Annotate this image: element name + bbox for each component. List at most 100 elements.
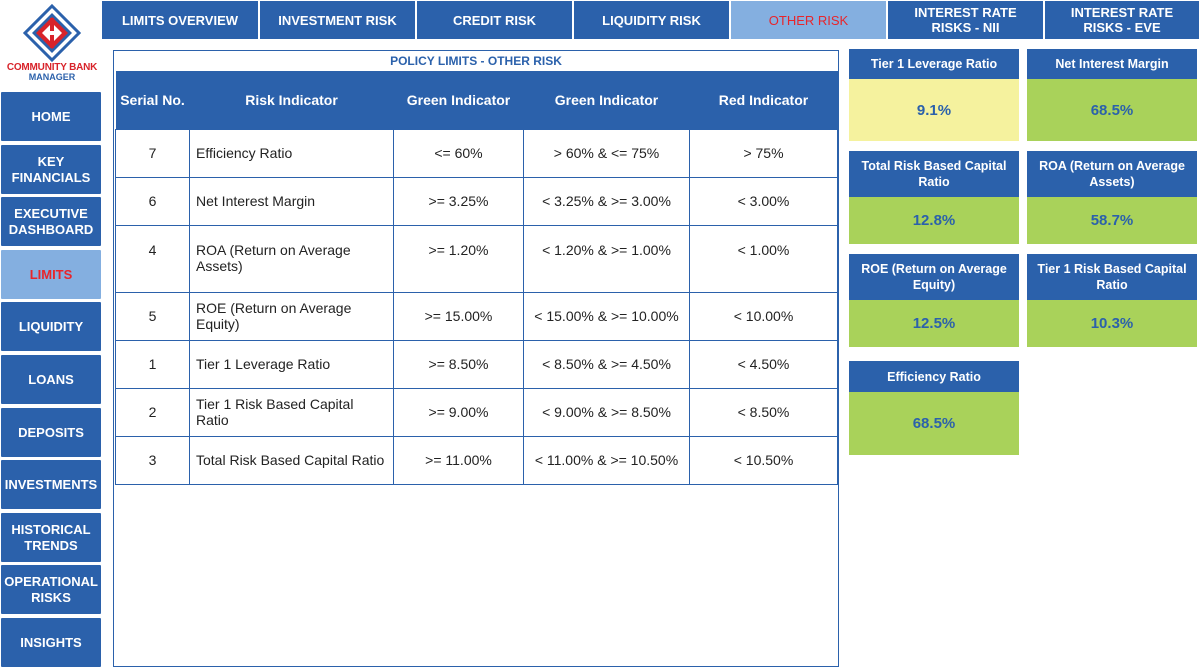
cell-green: <= 60%	[393, 128, 524, 178]
table-row: 4 ROA (Return on Average Assets) >= 1.20…	[115, 224, 838, 293]
sidebar-item-executive-dashboard[interactable]: EXECUTIVE DASHBOARD	[1, 197, 101, 246]
cell-red: < 8.50%	[689, 387, 838, 437]
tab-interest-rate-risks-nii[interactable]: INTEREST RATE RISKS - NII	[888, 1, 1043, 39]
sidebar-item-home[interactable]: HOME	[1, 92, 101, 141]
sidebar-item-label: LIQUIDITY	[18, 318, 84, 334]
tab-label: OTHER RISK	[768, 12, 849, 28]
tab-investment-risk[interactable]: INVESTMENT RISK	[260, 1, 415, 39]
table-row: 7 Efficiency Ratio <= 60% > 60% & <= 75%…	[115, 128, 838, 178]
cell-indicator: Efficiency Ratio	[189, 128, 394, 178]
cell-green: >= 9.00%	[393, 387, 524, 437]
cell-green: >= 8.50%	[393, 339, 524, 389]
logo-line1: COMMUNITY BANK	[6, 62, 98, 73]
table-row: 5 ROE (Return on Average Equity) >= 15.0…	[115, 291, 838, 341]
sidebar-item-label: INVESTMENTS	[4, 476, 98, 492]
tab-label: LIMITS OVERVIEW	[121, 12, 239, 28]
header-risk-indicator: Risk Indicator	[189, 71, 394, 129]
sidebar-item-label: DEPOSITS	[18, 424, 84, 440]
card-value: 58.7%	[1027, 197, 1197, 244]
table-row: 2 Tier 1 Risk Based Capital Ratio >= 9.0…	[115, 387, 838, 437]
cell-green-2: < 9.00% & >= 8.50%	[523, 387, 690, 437]
cell-green-2: < 11.00% & >= 10.50%	[523, 435, 690, 485]
cell-green: >= 1.20%	[393, 224, 524, 293]
cell-red: < 10.00%	[689, 291, 838, 341]
card-roa[interactable]: ROA (Return on Average Assets) 58.7%	[1027, 151, 1197, 244]
sidebar-item-insights[interactable]: INSIGHTS	[1, 618, 101, 667]
card-value: 10.3%	[1027, 300, 1197, 347]
cell-red: > 75%	[689, 128, 838, 178]
cell-indicator: Tier 1 Risk Based Capital Ratio	[189, 387, 394, 437]
card-title: ROE (Return on Average Equity)	[849, 254, 1019, 300]
cell-indicator: Net Interest Margin	[189, 176, 394, 226]
cell-serial: 2	[115, 387, 190, 437]
sidebar-item-loans[interactable]: LOANS	[1, 355, 101, 404]
cell-indicator: Total Risk Based Capital Ratio	[189, 435, 394, 485]
cell-indicator: Tier 1 Leverage Ratio	[189, 339, 394, 389]
card-title: Total Risk Based Capital Ratio	[849, 151, 1019, 197]
header-green-indicator: Green Indicator	[393, 71, 524, 129]
cell-serial: 7	[115, 128, 190, 178]
tab-interest-rate-risks-eve[interactable]: INTEREST RATE RISKS - EVE	[1045, 1, 1199, 39]
logo-line2: MANAGER	[28, 72, 76, 82]
cell-indicator: ROE (Return on Average Equity)	[189, 291, 394, 341]
card-title: Net Interest Margin	[1027, 49, 1197, 79]
sidebar-item-deposits[interactable]: DEPOSITS	[1, 408, 101, 457]
sidebar-item-label: OPERATIONAL RISKS	[4, 573, 98, 605]
card-efficiency-ratio[interactable]: Efficiency Ratio 68.5%	[849, 361, 1019, 455]
table-row: 1 Tier 1 Leverage Ratio >= 8.50% < 8.50%…	[115, 339, 838, 389]
policy-limits-table: Serial No. Risk Indicator Green Indicato…	[115, 71, 838, 485]
tab-label: LIQUIDITY RISK	[602, 12, 701, 28]
tab-credit-risk[interactable]: CREDIT RISK	[417, 1, 572, 39]
cell-green-2: < 3.25% & >= 3.00%	[523, 176, 690, 226]
policy-limits-panel: POLICY LIMITS - OTHER RISK Serial No. Ri…	[113, 50, 839, 667]
card-title: Efficiency Ratio	[849, 361, 1019, 392]
card-title: Tier 1 Leverage Ratio	[849, 49, 1019, 79]
card-title: ROA (Return on Average Assets)	[1027, 151, 1197, 197]
cell-red: < 1.00%	[689, 224, 838, 293]
header-serial-no: Serial No.	[115, 71, 190, 129]
cell-red: < 4.50%	[689, 339, 838, 389]
card-total-risk-based-capital-ratio[interactable]: Total Risk Based Capital Ratio 12.8%	[849, 151, 1019, 244]
bank-logo-icon	[23, 4, 81, 62]
cell-red: < 10.50%	[689, 435, 838, 485]
sidebar-item-limits[interactable]: LIMITS	[1, 250, 101, 299]
cell-green-2: < 8.50% & >= 4.50%	[523, 339, 690, 389]
cell-green: >= 15.00%	[393, 291, 524, 341]
sidebar-item-label: HOME	[31, 108, 71, 124]
sidebar-item-label: LOANS	[28, 371, 74, 387]
tab-limits-overview[interactable]: LIMITS OVERVIEW	[102, 1, 258, 39]
cell-green-2: < 15.00% & >= 10.00%	[523, 291, 690, 341]
table-header-row: Serial No. Risk Indicator Green Indicato…	[115, 71, 838, 129]
sidebar-item-operational-risks[interactable]: OPERATIONAL RISKS	[1, 565, 101, 614]
sidebar-item-key-financials[interactable]: KEY FINANCIALS	[1, 145, 101, 194]
tab-label: CREDIT RISK	[452, 12, 537, 28]
card-tier1-risk-based-capital-ratio[interactable]: Tier 1 Risk Based Capital Ratio 10.3%	[1027, 254, 1197, 347]
card-tier1-leverage-ratio[interactable]: Tier 1 Leverage Ratio 9.1%	[849, 49, 1019, 141]
tab-label: INVESTMENT RISK	[278, 12, 397, 28]
tab-label: INTEREST RATE RISKS - EVE	[1070, 5, 1174, 35]
cell-serial: 6	[115, 176, 190, 226]
sidebar-item-liquidity[interactable]: LIQUIDITY	[1, 302, 101, 351]
card-title: Tier 1 Risk Based Capital Ratio	[1027, 254, 1197, 300]
card-value: 9.1%	[849, 79, 1019, 141]
card-value: 68.5%	[849, 392, 1019, 455]
card-value: 12.8%	[849, 197, 1019, 244]
tab-other-risk[interactable]: OTHER RISK	[731, 1, 886, 39]
card-net-interest-margin[interactable]: Net Interest Margin 68.5%	[1027, 49, 1197, 141]
cell-red: < 3.00%	[689, 176, 838, 226]
table-row: 6 Net Interest Margin >= 3.25% < 3.25% &…	[115, 176, 838, 226]
sidebar-item-label: INSIGHTS	[20, 634, 82, 650]
sidebar-item-investments[interactable]: INVESTMENTS	[1, 460, 101, 509]
sidebar-item-label: LIMITS	[29, 266, 73, 282]
sidebar-item-label: EXECUTIVE DASHBOARD	[8, 205, 94, 237]
card-roe[interactable]: ROE (Return on Average Equity) 12.5%	[849, 254, 1019, 347]
cell-green-2: < 1.20% & >= 1.00%	[523, 224, 690, 293]
tab-liquidity-risk[interactable]: LIQUIDITY RISK	[574, 1, 729, 39]
cell-indicator: ROA (Return on Average Assets)	[189, 224, 394, 293]
sidebar-item-historical-trends[interactable]: HISTORICAL TRENDS	[1, 513, 101, 562]
cell-green: >= 3.25%	[393, 176, 524, 226]
cell-serial: 1	[115, 339, 190, 389]
cell-serial: 5	[115, 291, 190, 341]
sidebar-item-label: HISTORICAL TRENDS	[11, 521, 91, 553]
cell-serial: 3	[115, 435, 190, 485]
